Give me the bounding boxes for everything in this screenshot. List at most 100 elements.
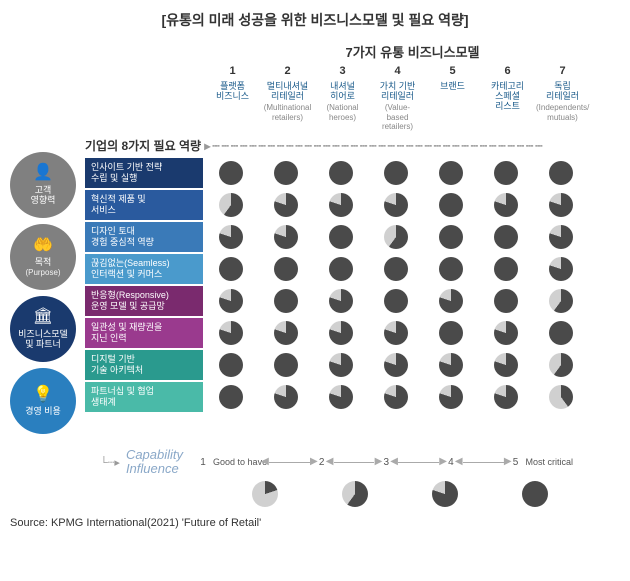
pie-value-4	[384, 193, 408, 217]
column-headers: 1플랫폼 비즈니스2멀티내셔널 리테일러(Multinational retai…	[205, 65, 620, 131]
pie-value-5	[549, 161, 573, 185]
pie-value-5	[494, 257, 518, 281]
sidebar-node-1: 🤲목적(Purpose)	[10, 224, 76, 290]
row-label: 디지털 기반 기술 아키텍처	[85, 350, 203, 380]
pie-value-4	[549, 225, 573, 249]
pie-cell	[478, 161, 533, 185]
pie-value-5	[219, 257, 243, 281]
pie-value-4	[219, 225, 243, 249]
row-pies	[203, 161, 620, 185]
pie-value-2	[549, 385, 573, 409]
capability-row-4: 끊김없는(Seamless) 인터랙션 및 커머스	[85, 254, 620, 284]
pie-cell	[478, 321, 533, 345]
pie-value-4	[384, 353, 408, 377]
pie-cell	[258, 385, 313, 409]
col-en: (Independents/ mutuals)	[536, 103, 589, 121]
pie-cell	[258, 193, 313, 217]
scale-left-label: Good to have	[213, 457, 267, 467]
col-ko: 가치 기반 리테일러	[380, 81, 416, 101]
pie-value-5	[439, 321, 463, 345]
scale-row: 1 Good to have 2 3 4 5 Most critical	[193, 457, 573, 468]
pie-cell	[203, 225, 258, 249]
pie-cell	[423, 161, 478, 185]
pie-cell	[258, 289, 313, 313]
sidebar-node-3: 💡경영 비용	[10, 368, 76, 434]
pie-value-4	[494, 193, 518, 217]
col-num: 5	[426, 65, 479, 78]
pie-value-4	[274, 225, 298, 249]
pie-value-4	[549, 193, 573, 217]
pie-value-5	[494, 161, 518, 185]
pie-value-5	[274, 161, 298, 185]
capability-row-5: 반응형(Responsive) 운영 모델 및 공급망	[85, 286, 620, 316]
source-line: Source: KPMG International(2021) 'Future…	[10, 517, 620, 529]
pie-value-5	[549, 321, 573, 345]
col-num: 7	[536, 65, 589, 78]
pie-cell	[533, 353, 588, 377]
pie-cell	[478, 353, 533, 377]
pie-value-4	[432, 481, 458, 507]
capability-row-6: 일관성 및 재량권을 지닌 인력	[85, 318, 620, 348]
pie-cell	[533, 257, 588, 281]
matrix: 인사이트 기반 전략 수립 및 실행혁신적 제품 및 서비스디자인 토대 경험 …	[85, 158, 620, 412]
pie-value-4	[549, 257, 573, 281]
col-num: 4	[371, 65, 424, 78]
col-num: 1	[206, 65, 259, 78]
pie-value-5	[219, 161, 243, 185]
pie-cell	[368, 257, 423, 281]
col-ko: 독립 리테일러	[546, 81, 579, 101]
pie-cell	[478, 193, 533, 217]
legend-area: └┄▸ Capability Influence 1 Good to have …	[100, 448, 620, 507]
pie-value-5	[439, 257, 463, 281]
pie-value-5	[384, 161, 408, 185]
pie-cell	[313, 321, 368, 345]
row-label: 혁신적 제품 및 서비스	[85, 190, 203, 220]
pie-value-4	[274, 321, 298, 345]
pie-cell	[478, 289, 533, 313]
pie-value-4	[384, 385, 408, 409]
pie-value-5	[274, 257, 298, 281]
column-header-7: 7 독립 리테일러 (Independents/ mutuals)	[535, 65, 590, 122]
row-label: 파트너십 및 협업 생태계	[85, 382, 203, 412]
pie-cell	[533, 321, 588, 345]
row-pies	[203, 385, 620, 409]
pie-cell	[533, 385, 588, 409]
column-header-5: 5 브랜드	[425, 65, 480, 91]
pie-cell	[313, 257, 368, 281]
col-num: 6	[481, 65, 534, 78]
pie-cell	[368, 321, 423, 345]
pie-cell	[258, 321, 313, 345]
pie-value-5	[329, 161, 353, 185]
pie-cell	[313, 289, 368, 313]
column-header-1: 1플랫폼 비즈니스	[205, 65, 260, 101]
node-sublabel: (Purpose)	[25, 268, 60, 277]
col-ko: 브랜드	[440, 81, 465, 91]
pie-cell	[368, 289, 423, 313]
col-ko: 카테고리 스페셜 리스트	[491, 81, 524, 112]
pie-value-5	[274, 353, 298, 377]
column-header-6: 6 카테고리 스페셜 리스트	[480, 65, 535, 112]
pie-value-5	[439, 193, 463, 217]
pie-cell	[478, 225, 533, 249]
pie-cell	[368, 193, 423, 217]
pie-cell	[203, 161, 258, 185]
pie-cell	[203, 289, 258, 313]
capability-row-8: 파트너십 및 협업 생태계	[85, 382, 620, 412]
pie-cell	[258, 161, 313, 185]
left-sidebar: 👤고객 영향력🤲목적(Purpose)🏛비즈니스모델 및 파트너💡경영 비용	[10, 42, 85, 440]
pie-value-1	[252, 481, 278, 507]
col-num: 3	[316, 65, 369, 78]
pie-cell	[258, 225, 313, 249]
pie-value-4	[494, 321, 518, 345]
pie-cell	[533, 289, 588, 313]
node-label: 고객 영향력	[31, 185, 56, 206]
pie-cell	[423, 353, 478, 377]
sidebar-node-0: 👤고객 영향력	[10, 152, 76, 218]
pie-value-5	[219, 385, 243, 409]
node-icon: 💡	[33, 386, 53, 404]
pie-value-5	[522, 481, 548, 507]
pie-cell	[478, 257, 533, 281]
pie-cell	[423, 225, 478, 249]
pie-value-4	[329, 193, 353, 217]
chart-title: [유통의 미래 성공을 위한 비즈니스모델 및 필요 역량]	[10, 10, 620, 30]
